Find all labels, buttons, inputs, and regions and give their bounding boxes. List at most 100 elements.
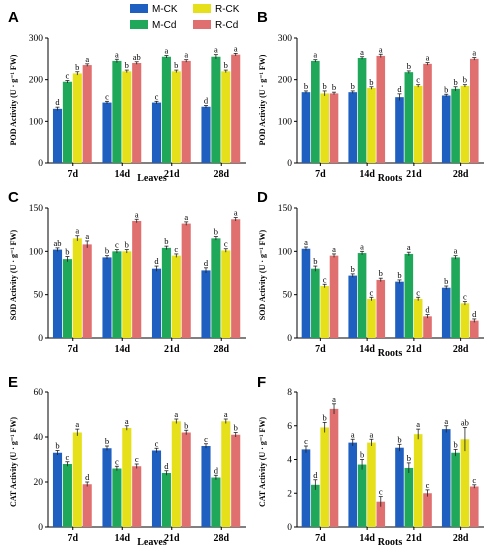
bar-d-1-0 (348, 275, 358, 338)
sig-letter-f-0-2: b (323, 412, 327, 422)
bar-e-1-3 (132, 466, 142, 527)
bar-a-2-0 (151, 102, 162, 163)
bar-a-1-3 (132, 63, 142, 163)
sig-letter-e-0-0: b (55, 441, 59, 451)
bar-f-0-0 (301, 449, 311, 527)
sig-letter-b-3-0: b (444, 84, 448, 94)
sig-letter-a-3-0: d (204, 96, 209, 106)
bar-e-2-1 (161, 473, 171, 527)
sig-letter-c-0-0: ab (53, 238, 61, 248)
bar-e-3-3 (231, 434, 241, 527)
bar-c-0-2 (72, 238, 82, 338)
bar-b-2-0 (395, 97, 404, 163)
sig-letter-e-1-2: a (125, 416, 129, 426)
bar-b-2-1 (404, 72, 414, 163)
sig-letter-d-0-2: c (323, 274, 327, 284)
y-tick-label-e-2: 40 (34, 433, 44, 443)
bar-d-1-2 (367, 299, 376, 338)
bar-b-3-0 (441, 95, 451, 163)
bar-a-0-3 (82, 65, 92, 163)
bar-c-3-0 (201, 270, 211, 338)
sig-letter-b-3-1: b (453, 77, 457, 87)
x-tick-label-b-1: 14d (359, 169, 375, 180)
bar-f-2-0 (395, 447, 404, 527)
sig-letter-b-1-0: b (351, 81, 355, 91)
bar-e-1-0 (102, 448, 112, 527)
bar-b-0-3 (329, 93, 339, 163)
sig-letter-c-1-2: b (125, 240, 129, 250)
bar-f-3-1 (451, 452, 460, 527)
legend-swatch-3 (193, 20, 211, 29)
sig-letter-c-2-2: c (174, 244, 178, 254)
sig-letter-b-2-0: d (397, 84, 402, 94)
bar-b-3-3 (469, 58, 479, 164)
bar-b-0-2 (320, 93, 329, 163)
sig-letter-a-1-0: c (105, 91, 109, 101)
panel-f: F CAT Activity (U · g⁻¹ FW) Roots 0 2 4 6 8 7… (257, 374, 484, 548)
sig-letter-f-0-1: d (313, 470, 318, 480)
bar-b-1-1 (357, 58, 367, 163)
bar-c-2-0 (151, 268, 162, 338)
bar-f-2-3 (423, 493, 432, 527)
y-tick-label-c-1: 50 (34, 291, 44, 301)
panel-a: A POD Activity (U · g⁻¹ FW) Leaves 0 100 2… (8, 9, 246, 184)
sig-letter-f-1-0: a (351, 429, 355, 439)
sig-letter-b-0-2: b (323, 81, 327, 91)
bar-a-3-0 (201, 106, 211, 163)
sig-letter-d-1-1: a (360, 241, 364, 251)
sig-letter-e-3-0: c (204, 434, 208, 444)
sig-letter-d-3-0: b (444, 276, 448, 286)
sig-letter-b-2-3: a (426, 53, 430, 63)
x-tick-label-e-1: 14d (114, 533, 130, 544)
x-axis-label-f: Roots (378, 537, 403, 548)
x-tick-label-c-2: 21d (164, 344, 180, 355)
y-tick-label-b-3: 300 (278, 34, 293, 44)
panel-b: B POD Activity (U · g⁻¹ FW) Roots 0 100 20… (257, 9, 484, 184)
sig-letter-f-2-3: c (426, 480, 430, 490)
y-tick-label-e-0: 0 (38, 523, 43, 533)
bar-f-2-2 (413, 434, 423, 527)
sig-letter-c-3-2: c (224, 239, 228, 249)
bar-c-0-1 (62, 259, 72, 338)
bar-d-0-1 (311, 268, 320, 338)
sig-letter-c-0-1: b (65, 247, 69, 257)
y-tick-label-d-3: 150 (278, 204, 293, 214)
x-tick-label-d-3: 28d (453, 344, 469, 355)
x-tick-label-d-0: 7d (315, 344, 326, 355)
bar-a-0-2 (72, 73, 82, 163)
bar-a-1-0 (102, 102, 112, 163)
bar-d-2-1 (404, 253, 414, 338)
sig-letter-a-0-3: a (85, 54, 89, 64)
x-axis-label-d: Roots (378, 348, 403, 359)
sig-letter-e-2-2: a (174, 409, 178, 419)
bar-b-1-2 (367, 88, 376, 163)
bar-d-3-1 (451, 257, 460, 338)
sig-letter-d-2-3: d (425, 305, 430, 315)
sig-letter-a-3-3: a (234, 43, 238, 53)
sig-letter-c-1-3: a (135, 209, 139, 219)
panel-e: E CAT Activity (U · g⁻¹ FW) Leaves 0 20 40… (8, 374, 246, 548)
bar-b-1-3 (376, 55, 386, 163)
x-axis-label-a: Leaves (137, 173, 167, 184)
y-tick-label-a-3: 300 (29, 34, 44, 44)
x-tick-label-a-0: 7d (67, 169, 78, 180)
sig-letter-c-0-2: a (75, 226, 79, 236)
panel-letter-e: E (8, 374, 18, 391)
sig-letter-b-2-1: b (407, 61, 411, 71)
sig-letter-c-0-3: a (85, 231, 89, 241)
sig-letter-d-0-3: a (332, 244, 336, 254)
y-tick-label-b-0: 0 (287, 159, 292, 169)
legend-swatch-0 (130, 4, 148, 13)
sig-letter-f-3-0: a (444, 416, 448, 426)
bar-c-1-3 (132, 221, 142, 338)
sig-letter-d-1-3: b (379, 268, 383, 278)
sig-letter-e-1-3: c (135, 454, 139, 464)
sig-letter-d-1-0: b (351, 264, 355, 274)
x-tick-label-e-3: 28d (213, 533, 229, 544)
bar-d-2-0 (395, 281, 404, 338)
sig-letter-a-2-0: c (155, 91, 159, 101)
x-tick-label-b-2: 21d (406, 169, 422, 180)
y-tick-label-a-2: 200 (29, 76, 44, 86)
sig-letter-c-3-0: d (204, 258, 209, 268)
sig-letter-a-2-3: a (184, 50, 188, 60)
